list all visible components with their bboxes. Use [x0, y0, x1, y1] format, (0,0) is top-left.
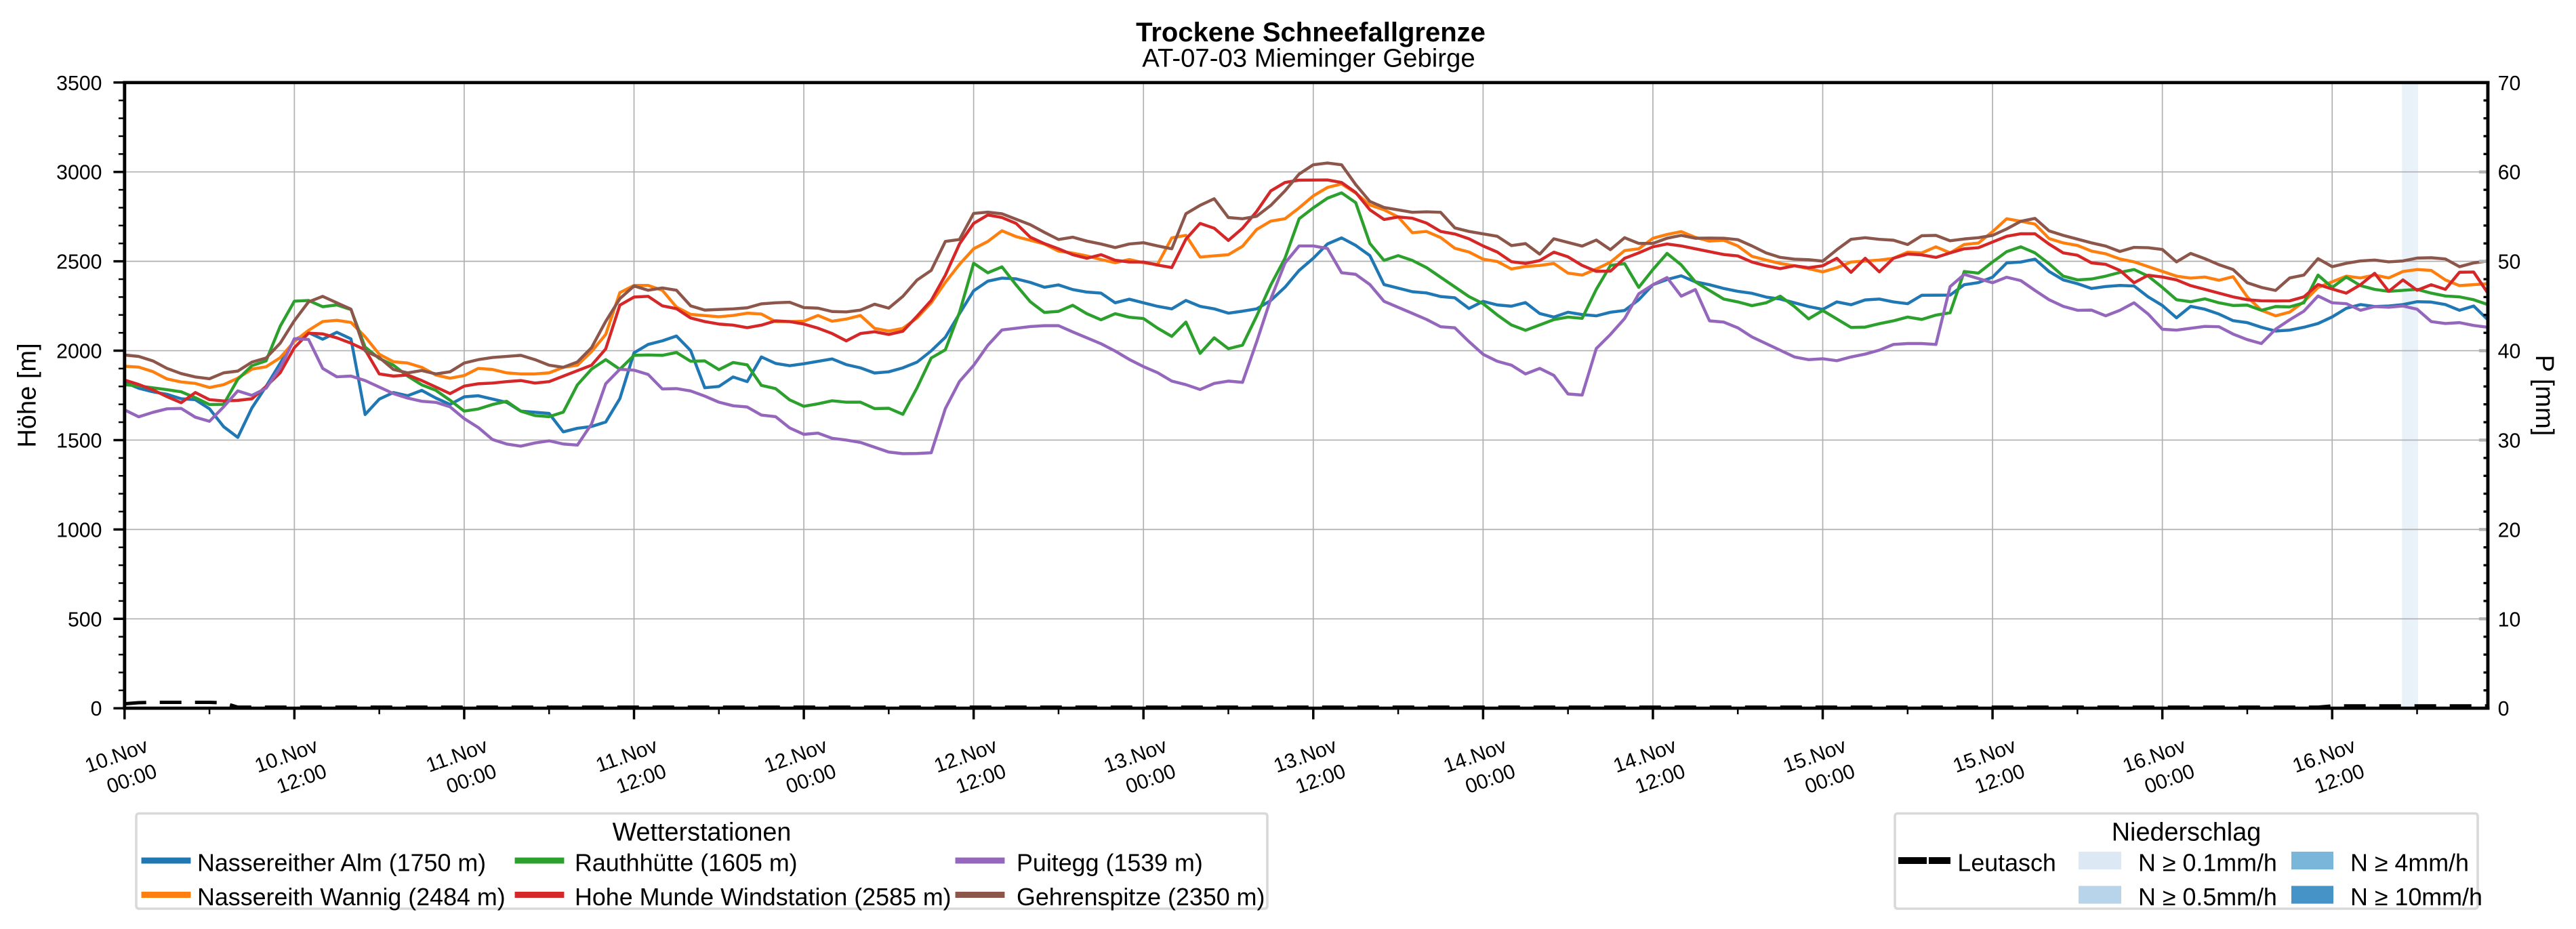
svg-text:N ≥ 0.5mm/h: N ≥ 0.5mm/h	[2138, 884, 2277, 911]
svg-text:50: 50	[2498, 251, 2521, 274]
svg-text:Wetterstationen: Wetterstationen	[613, 819, 792, 847]
svg-text:40: 40	[2498, 341, 2521, 363]
svg-text:3000: 3000	[56, 162, 102, 184]
svg-text:30: 30	[2498, 430, 2521, 452]
svg-text:10: 10	[2498, 608, 2521, 631]
svg-text:P [mm]: P [mm]	[2530, 355, 2558, 436]
svg-text:0: 0	[91, 698, 102, 720]
svg-text:Leutasch: Leutasch	[1957, 850, 2056, 877]
svg-text:0: 0	[2498, 698, 2510, 720]
svg-text:1500: 1500	[56, 430, 102, 452]
svg-text:60: 60	[2498, 162, 2521, 184]
svg-text:Hohe Munde Windstation (2585 m: Hohe Munde Windstation (2585 m)	[575, 884, 952, 911]
svg-text:2500: 2500	[56, 251, 102, 274]
svg-text:Rauthhütte (1605 m): Rauthhütte (1605 m)	[575, 850, 798, 877]
svg-text:N ≥ 4mm/h: N ≥ 4mm/h	[2350, 850, 2469, 877]
svg-text:Nassereith Wannig (2484 m): Nassereith Wannig (2484 m)	[197, 884, 506, 911]
svg-text:Gehrenspitze (2350 m): Gehrenspitze (2350 m)	[1017, 884, 1265, 911]
svg-text:500: 500	[68, 608, 102, 631]
svg-text:70: 70	[2498, 73, 2521, 95]
svg-text:Nassereither Alm (1750 m): Nassereither Alm (1750 m)	[197, 850, 486, 877]
svg-text:AT-07-03 Mieminger Gebirge: AT-07-03 Mieminger Gebirge	[1142, 44, 1475, 73]
svg-text:3500: 3500	[56, 73, 102, 95]
svg-text:20: 20	[2498, 519, 2521, 541]
svg-text:2000: 2000	[56, 341, 102, 363]
svg-text:Trockene Schneefallgrenze: Trockene Schneefallgrenze	[1136, 18, 1486, 47]
svg-text:N ≥ 10mm/h: N ≥ 10mm/h	[2350, 884, 2482, 911]
svg-text:Puitegg (1539 m): Puitegg (1539 m)	[1017, 850, 1203, 877]
svg-text:N ≥ 0.1mm/h: N ≥ 0.1mm/h	[2138, 850, 2277, 877]
svg-text:1000: 1000	[56, 519, 102, 541]
svg-text:Höhe [m]: Höhe [m]	[14, 343, 42, 447]
svg-text:Niederschlag: Niederschlag	[2112, 819, 2261, 847]
